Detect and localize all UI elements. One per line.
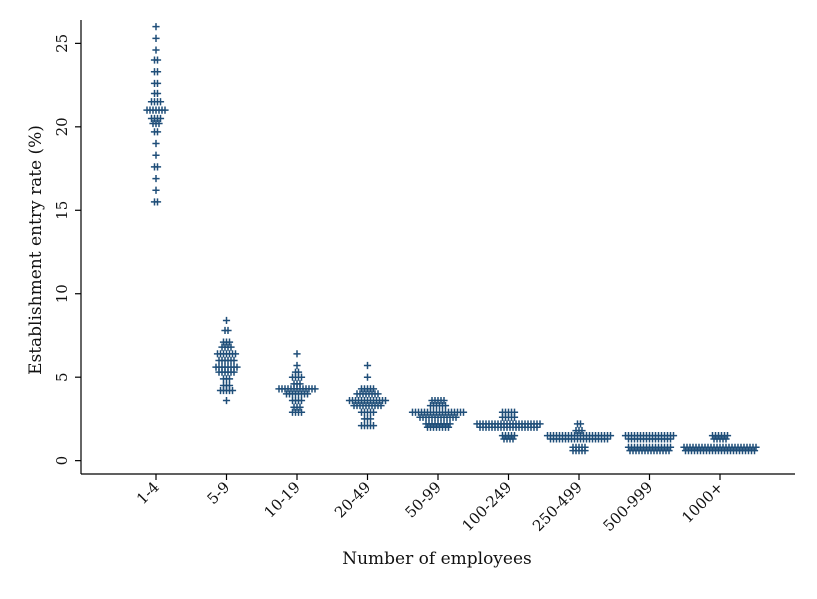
data-point-marker xyxy=(576,420,585,428)
data-point-marker xyxy=(231,350,240,358)
data-point-marker xyxy=(369,408,378,416)
data-point-marker xyxy=(233,363,241,371)
data-point-marker xyxy=(225,375,234,383)
data-point-marker xyxy=(297,373,306,381)
data-point-marker xyxy=(666,435,675,443)
data-point-marker xyxy=(363,373,372,381)
data-point-marker xyxy=(377,401,385,410)
data-point-marker xyxy=(152,174,160,183)
x-axis-title: Number of employees xyxy=(342,549,532,569)
data-point-marker xyxy=(363,361,372,370)
data-point-marker xyxy=(230,356,238,365)
data-point-marker xyxy=(441,401,450,410)
data-point-marker xyxy=(225,338,234,346)
data-point-marker xyxy=(578,427,586,435)
data-point-marker xyxy=(152,139,160,148)
data-point-marker xyxy=(374,390,382,398)
data-point-marker xyxy=(581,447,589,455)
data-point-marker xyxy=(293,361,301,370)
data-point-marker xyxy=(366,415,375,423)
data-point-marker xyxy=(446,420,454,428)
data-point-marker xyxy=(230,368,238,376)
data-point-marker xyxy=(293,350,301,358)
data-point-marker xyxy=(153,198,162,206)
data-point-marker xyxy=(440,396,448,405)
x-tick-label: 10-19 xyxy=(261,478,304,521)
y-tick-label: 20 xyxy=(53,117,71,136)
data-point-marker xyxy=(224,326,232,335)
data-point-marker xyxy=(228,386,237,395)
data-point-marker xyxy=(750,447,759,455)
points-layer xyxy=(143,23,760,455)
data-point-marker xyxy=(369,421,378,430)
data-point-marker xyxy=(533,423,541,431)
x-tick-label: 100-249 xyxy=(459,478,516,535)
data-point-marker xyxy=(510,432,519,440)
data-point-marker xyxy=(603,435,612,443)
x-tick-label: 5-9 xyxy=(204,478,234,508)
x-tick-label: 500-999 xyxy=(600,478,657,535)
data-point-marker xyxy=(459,408,468,416)
data-point-marker xyxy=(444,423,453,431)
data-point-marker xyxy=(665,447,673,455)
data-point-marker xyxy=(153,128,162,136)
data-point-marker xyxy=(153,68,162,76)
data-point-marker xyxy=(722,435,730,443)
data-point-marker xyxy=(152,151,160,159)
y-tick-label: 25 xyxy=(53,34,71,53)
data-point-marker xyxy=(510,413,519,421)
x-tick-label: 1000+ xyxy=(678,478,727,527)
data-point-marker xyxy=(152,23,160,31)
data-point-marker xyxy=(296,403,304,411)
data-point-marker xyxy=(156,114,165,123)
x-tick-label: 20-49 xyxy=(331,478,374,521)
data-point-marker xyxy=(303,390,312,398)
axes-layer: 0 5 10 15 20 25 1-4 5-9 10-19 20-49 50-99 100-249 25… xyxy=(53,20,795,535)
x-tick-label: 1-4 xyxy=(133,478,163,508)
data-point-marker xyxy=(161,106,169,114)
x-tick-label: 50-99 xyxy=(402,478,445,521)
y-tick-label: 5 xyxy=(53,372,71,382)
y-tick-label: 15 xyxy=(53,201,71,220)
data-point-marker xyxy=(297,396,306,405)
data-point-marker xyxy=(297,408,306,416)
data-point-marker xyxy=(311,385,319,393)
data-point-marker xyxy=(153,56,162,64)
y-tick-label: 0 xyxy=(53,456,71,466)
data-point-marker xyxy=(153,79,162,88)
x-tick-label: 250-499 xyxy=(529,478,586,535)
data-point-marker xyxy=(666,443,675,451)
data-point-marker xyxy=(452,413,460,421)
data-point-marker xyxy=(723,432,732,440)
data-point-marker xyxy=(369,385,378,393)
data-point-marker xyxy=(752,443,760,451)
data-point-marker xyxy=(153,163,162,171)
y-tick-label: 10 xyxy=(53,284,71,303)
data-point-marker xyxy=(227,343,235,351)
data-point-marker xyxy=(152,186,160,194)
data-point-marker xyxy=(152,34,160,42)
data-point-marker xyxy=(152,46,160,54)
y-axis-title: Establishment entry rate (%) xyxy=(26,125,46,375)
data-point-marker xyxy=(153,89,162,98)
data-point-marker xyxy=(222,396,231,405)
data-point-marker xyxy=(155,119,163,128)
data-point-marker xyxy=(509,435,517,443)
data-point-marker xyxy=(222,316,231,325)
data-point-marker xyxy=(381,396,390,405)
data-point-marker xyxy=(156,98,165,106)
